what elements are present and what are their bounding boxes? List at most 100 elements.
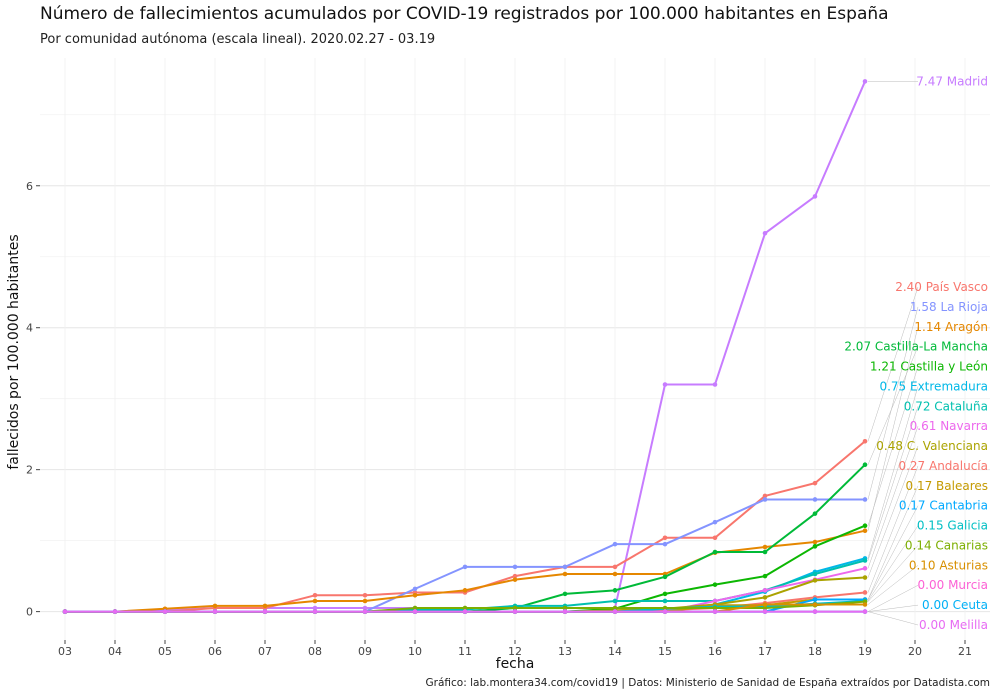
data-point (762, 602, 768, 607)
data-point (812, 511, 818, 516)
x-axis-ticks: 03 04 05 06 07 08 09 10 11 12 13 14 15 16 17 18 19 20 21 (58, 640, 972, 658)
series-melilla (62, 609, 868, 614)
data-point (612, 609, 618, 614)
series-label: 2.40 País Vasco (895, 280, 988, 294)
data-point (512, 605, 518, 611)
data-point (212, 609, 218, 614)
data-point (812, 194, 818, 199)
data-point (712, 605, 718, 611)
chart-subtitle: Por comunidad autónoma (escala lineal). … (40, 32, 436, 47)
data-point (212, 603, 218, 609)
data-point (862, 609, 868, 614)
data-point (862, 462, 868, 467)
series-label: 0.27 Andalucía (898, 459, 988, 473)
data-point (562, 605, 568, 611)
data-point (462, 588, 468, 593)
series-label: 1.58 La Rioja (910, 300, 988, 314)
data-point (612, 598, 618, 604)
data-point (762, 549, 768, 555)
data-point (862, 575, 868, 580)
data-point (712, 549, 718, 555)
x-tick-label: 07 (258, 645, 272, 658)
data-point (662, 591, 668, 597)
chart-title: Número de fallecimientos acumulados por … (40, 4, 889, 24)
data-point (762, 609, 768, 614)
x-tick-label: 09 (358, 645, 372, 658)
x-tick-label: 05 (158, 645, 172, 658)
data-point (712, 519, 718, 525)
data-point (612, 564, 618, 570)
series-lines (62, 79, 868, 614)
leader-line (867, 465, 919, 593)
data-point (412, 605, 418, 611)
data-point (762, 588, 768, 593)
leader-line (867, 525, 919, 602)
series-label: 0.00 Melilla (919, 618, 988, 632)
data-point (662, 605, 668, 611)
data-point (862, 438, 868, 444)
series-label: 0.15 Galicia (917, 519, 988, 533)
data-point (512, 564, 518, 570)
x-tick-label: 16 (708, 645, 722, 658)
x-tick-label: 06 (208, 645, 222, 658)
leader-line (867, 346, 919, 465)
y-axis-title: fallecidos por 100.000 habitantes (6, 234, 22, 469)
x-tick-label: 14 (608, 645, 622, 658)
series-label: 0.61 Navarra (910, 419, 988, 433)
leader-line (867, 426, 919, 569)
data-point (312, 592, 318, 598)
data-point (162, 609, 168, 614)
x-tick-label: 19 (858, 645, 872, 658)
series-label: 0.17 Cantabria (899, 499, 988, 513)
leader-line (867, 386, 919, 559)
data-point (112, 609, 118, 614)
data-point (712, 535, 718, 541)
data-point (712, 598, 718, 604)
data-point (612, 605, 618, 611)
x-tick-label: 21 (958, 645, 972, 658)
x-axis-title: fecha (496, 656, 535, 672)
chart-caption: Gráfico: lab.montera34.com/covid19 | Dat… (425, 677, 990, 689)
data-point (462, 605, 468, 611)
data-point (62, 609, 68, 614)
data-point (862, 558, 868, 563)
x-tick-label: 03 (58, 645, 72, 658)
data-point (262, 603, 268, 609)
data-point (662, 535, 668, 541)
series-label: 0.75 Extremadura (879, 379, 988, 393)
data-point (812, 602, 818, 607)
y-tick-label: 0 (26, 606, 33, 619)
data-point (512, 577, 518, 582)
leader-line (867, 565, 919, 605)
x-tick-label: 10 (408, 645, 422, 658)
data-point (562, 564, 568, 570)
series-label: 0.00 Murcia (918, 578, 988, 592)
data-point (862, 590, 868, 595)
data-point (762, 605, 768, 611)
data-point (562, 609, 568, 614)
y-tick-label: 4 (26, 322, 33, 335)
data-point (712, 382, 718, 387)
data-point (312, 609, 318, 614)
series-label: 2.07 Castilla-La Mancha (844, 340, 988, 354)
data-point (662, 541, 668, 547)
data-point (762, 497, 768, 502)
leader-line (867, 445, 919, 578)
leader-line (867, 366, 919, 526)
data-point (862, 566, 868, 571)
x-tick-label: 08 (308, 645, 322, 658)
data-point (612, 541, 618, 547)
leader-line (867, 326, 919, 531)
data-point (662, 574, 668, 580)
leader-line (867, 485, 919, 600)
data-point (812, 480, 818, 486)
y-tick-label: 2 (26, 464, 33, 477)
data-point (862, 497, 868, 502)
data-point (362, 605, 368, 611)
data-point (662, 598, 668, 604)
data-point (562, 591, 568, 597)
data-point (362, 598, 368, 604)
data-point (812, 597, 818, 602)
leader-line (867, 406, 919, 561)
